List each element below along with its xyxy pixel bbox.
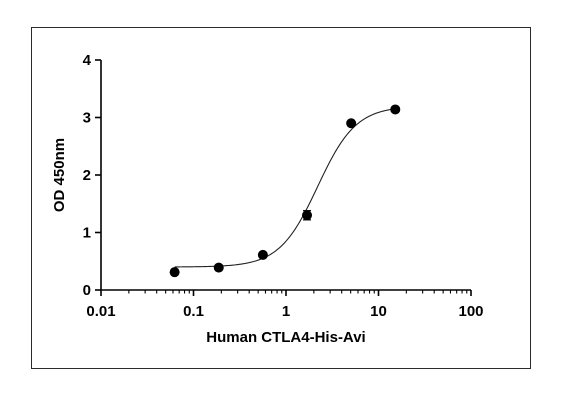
y-tick-label: 2 (83, 167, 91, 184)
data-point (346, 118, 357, 129)
x-tick-label: 1 (282, 303, 290, 320)
y-axis-title: OD 450nm (51, 138, 68, 212)
chart-axes: 0 1 2 3 4 0.01 0.1 1 10 100 (83, 52, 484, 320)
fit-curve-line (174, 108, 396, 268)
y-tick-label: 1 (83, 225, 91, 242)
y-tick-label: 3 (83, 110, 91, 127)
x-tick-label: 0.1 (183, 303, 204, 320)
chart-frame (31, 27, 531, 369)
data-point (257, 249, 268, 260)
data-points-layer (169, 104, 401, 278)
x-tick-label: 10 (370, 303, 387, 320)
data-point (390, 104, 401, 115)
fit-curve-layer (174, 108, 396, 268)
y-tick-label: 4 (83, 52, 92, 69)
data-point (302, 210, 313, 221)
x-tick-label: 100 (458, 303, 483, 320)
x-tick-label: 0.01 (86, 303, 115, 320)
y-tick-label: 0 (83, 282, 91, 299)
data-point (169, 267, 180, 278)
data-point (213, 262, 224, 273)
x-axis-title: Human CTLA4-His-Avi (206, 329, 365, 346)
